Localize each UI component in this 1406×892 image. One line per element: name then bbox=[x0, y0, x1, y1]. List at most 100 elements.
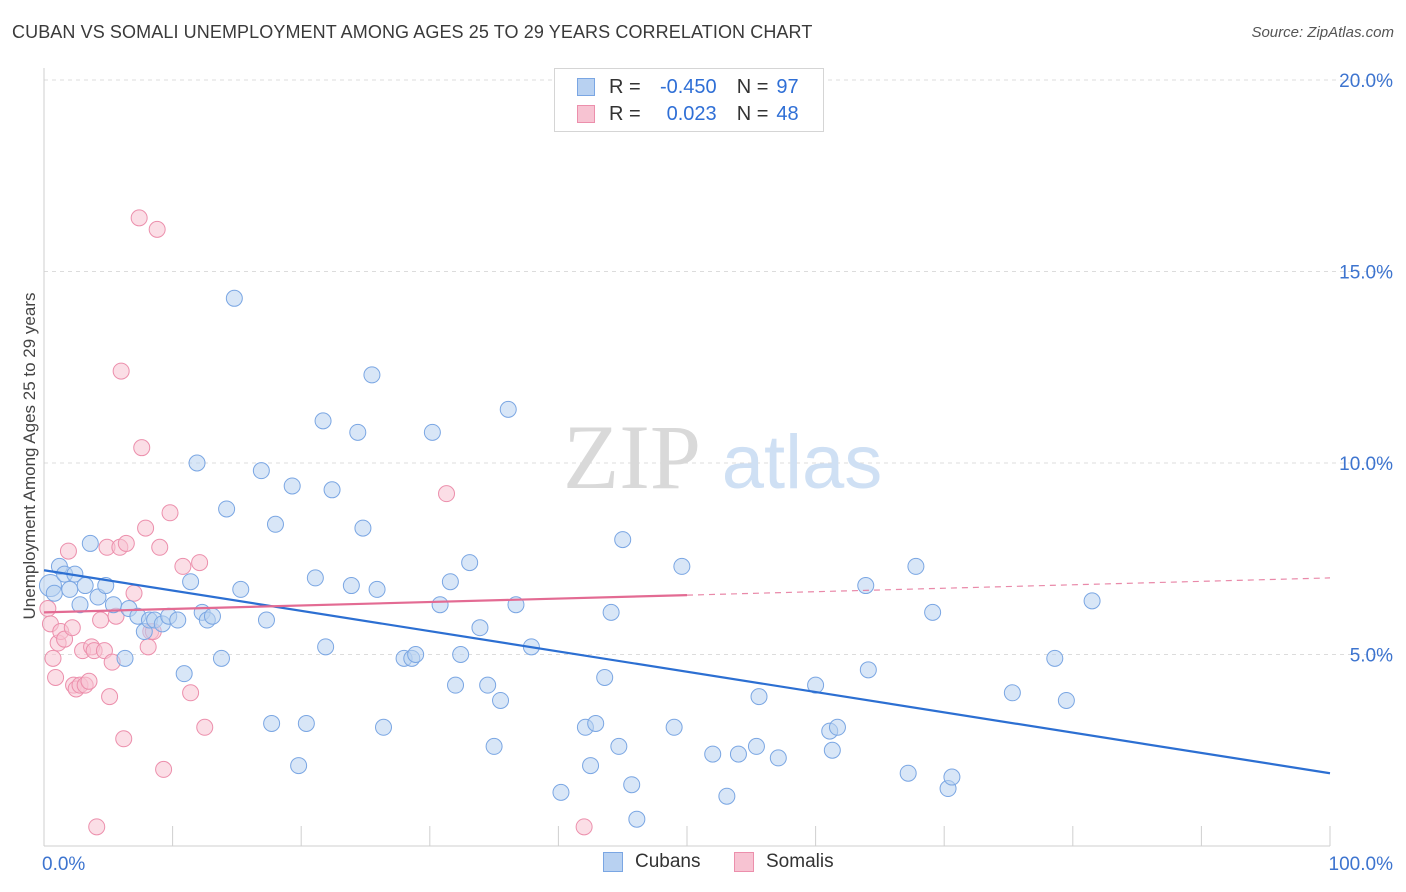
somali-point bbox=[59, 542, 77, 560]
cuban-point bbox=[349, 423, 367, 441]
legend-row-cubans: R = -0.450 N = 97 bbox=[577, 74, 799, 100]
cuban-point bbox=[45, 584, 63, 602]
y-tick-label: 20.0% bbox=[1339, 71, 1393, 92]
cuban-point bbox=[924, 603, 942, 621]
cuban-point bbox=[718, 787, 736, 805]
cuban-point bbox=[1003, 684, 1021, 702]
y-tick-label: 5.0% bbox=[1350, 646, 1393, 667]
cuban-point bbox=[441, 573, 459, 591]
somalis-trend-line bbox=[43, 594, 688, 614]
cuban-point bbox=[552, 783, 570, 801]
cuban-point bbox=[673, 557, 691, 575]
somali-point bbox=[182, 684, 200, 702]
cuban-point bbox=[81, 534, 99, 552]
somali-point bbox=[125, 584, 143, 602]
somalis-swatch bbox=[577, 105, 595, 123]
cuban-point bbox=[290, 757, 308, 775]
cuban-point bbox=[665, 718, 683, 736]
n-value: 48 bbox=[776, 102, 799, 125]
cuban-point bbox=[375, 718, 393, 736]
cuban-point bbox=[943, 768, 961, 786]
cuban-point bbox=[252, 462, 270, 480]
cuban-point bbox=[169, 611, 187, 629]
cuban-point bbox=[175, 665, 193, 683]
correlation-legend: R = -0.450 N = 97 R = 0.023 N = 48 bbox=[554, 68, 824, 132]
somalis-legend-swatch bbox=[734, 852, 754, 872]
cuban-point bbox=[750, 688, 768, 706]
cuban-point bbox=[471, 619, 489, 637]
somali-point bbox=[80, 672, 98, 690]
cuban-point bbox=[116, 649, 134, 667]
somali-point bbox=[92, 611, 110, 629]
y-tick-label: 10.0% bbox=[1339, 454, 1393, 475]
r-label: R = bbox=[609, 75, 641, 98]
legend-item-somalis[interactable]: Somalis bbox=[734, 851, 834, 873]
somali-point bbox=[137, 519, 155, 537]
somali-point bbox=[63, 619, 81, 637]
cuban-point bbox=[447, 676, 465, 694]
legend-label-somalis: Somalis bbox=[766, 851, 834, 872]
cuban-point bbox=[407, 646, 425, 663]
cuban-point bbox=[499, 400, 517, 418]
cuban-point bbox=[225, 289, 243, 307]
x-tick-label-max: 100.0% bbox=[1329, 854, 1394, 875]
cuban-point bbox=[283, 477, 301, 495]
trend-lines bbox=[43, 569, 1331, 775]
cuban-point bbox=[485, 737, 503, 755]
cuban-point bbox=[323, 481, 341, 499]
series-legend: Cubans Somalis bbox=[0, 851, 1406, 877]
cuban-point bbox=[907, 557, 925, 575]
axes bbox=[43, 68, 1331, 847]
cuban-point bbox=[431, 596, 449, 614]
cuban-point bbox=[747, 737, 765, 755]
cuban-point bbox=[859, 661, 877, 679]
somali-point bbox=[151, 538, 169, 556]
cuban-point bbox=[61, 580, 79, 598]
cuban-point bbox=[704, 745, 722, 763]
cuban-point bbox=[314, 412, 332, 430]
gridlines bbox=[44, 79, 1394, 655]
legend-item-cubans[interactable]: Cubans bbox=[603, 851, 701, 873]
cuban-point bbox=[218, 500, 236, 518]
chart-title: CUBAN VS SOMALI UNEMPLOYMENT AMONG AGES … bbox=[12, 22, 813, 42]
somali-point bbox=[47, 668, 65, 686]
cuban-point bbox=[212, 649, 230, 667]
cuban-point bbox=[423, 423, 441, 441]
cuban-point bbox=[828, 718, 846, 736]
cuban-point bbox=[1046, 649, 1064, 667]
somali-point bbox=[88, 818, 106, 836]
cuban-point bbox=[582, 757, 600, 775]
somali-point bbox=[117, 534, 135, 552]
cuban-point bbox=[263, 714, 281, 732]
cuban-point bbox=[317, 638, 335, 656]
r-label: R = bbox=[609, 102, 641, 125]
n-value: 97 bbox=[776, 75, 799, 98]
cuban-point bbox=[492, 691, 510, 709]
somali-point bbox=[133, 439, 151, 457]
watermark: ZIP atlas bbox=[563, 406, 882, 508]
cuban-point bbox=[479, 676, 497, 694]
y-tick-label: 15.0% bbox=[1339, 263, 1393, 284]
cuban-point bbox=[257, 611, 275, 629]
somali-point bbox=[130, 209, 148, 227]
x-tick-label-min: 0.0% bbox=[42, 854, 85, 875]
cuban-point bbox=[182, 573, 200, 591]
cuban-point bbox=[610, 737, 628, 755]
somalis-trend-extension bbox=[686, 577, 1331, 596]
cuban-point bbox=[823, 741, 841, 759]
cuban-point bbox=[1083, 592, 1101, 610]
cuban-point bbox=[899, 764, 917, 782]
legend-label-cubans: Cubans bbox=[635, 851, 701, 872]
watermark-atlas: atlas bbox=[722, 420, 883, 505]
cuban-point bbox=[266, 515, 284, 533]
cuban-point bbox=[342, 577, 360, 595]
chart-source: Source: ZipAtlas.com bbox=[1251, 24, 1394, 41]
somali-point bbox=[101, 688, 119, 706]
cubans-legend-swatch bbox=[603, 852, 623, 872]
cuban-point bbox=[306, 569, 324, 587]
n-label: N = bbox=[736, 75, 769, 98]
cuban-point bbox=[602, 603, 620, 621]
cuban-point bbox=[363, 366, 381, 384]
somali-point bbox=[174, 557, 192, 575]
